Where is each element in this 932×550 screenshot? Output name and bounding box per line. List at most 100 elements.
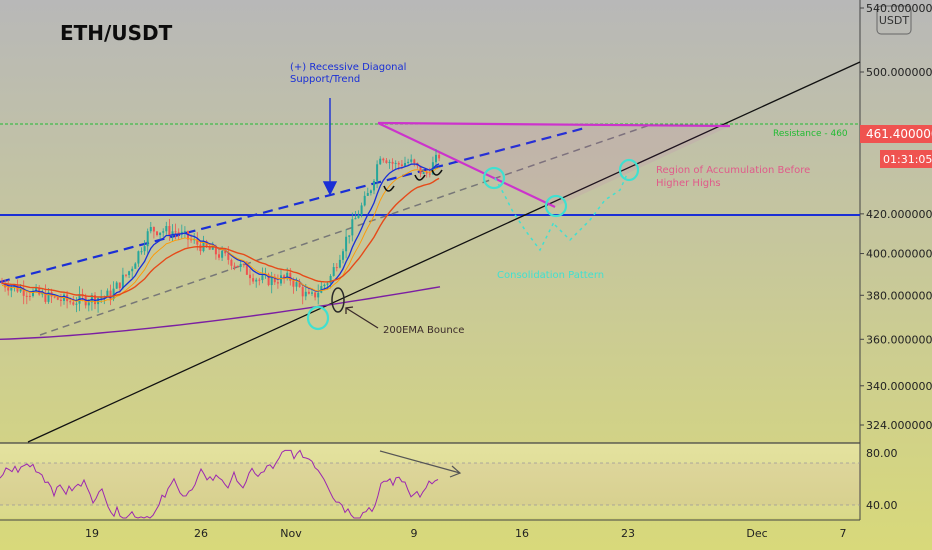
triangle-touch-circle-2 (544, 194, 568, 218)
svg-text:461.4000000: 461.4000000 (866, 127, 932, 141)
candle-body (109, 290, 112, 300)
candle-body (419, 165, 422, 174)
candle-body (7, 287, 10, 291)
candle-body (218, 254, 220, 258)
price-tick-label: 420.0000000 (866, 208, 932, 221)
candle-body (174, 231, 177, 233)
candle-body (298, 282, 301, 288)
candle-body (69, 301, 72, 303)
price-tick-label: 324.0000000 (866, 419, 932, 432)
candle-body (183, 231, 186, 233)
candle-body (391, 161, 394, 164)
candle-body (379, 158, 382, 165)
candle-body (258, 279, 261, 281)
candle-body (255, 279, 258, 282)
price-axis[interactable]: 540.0000000 500.0000000 420.0000000 400.000… (860, 2, 932, 432)
candle-body (131, 268, 134, 272)
candle-body (363, 195, 366, 206)
candle-body (230, 259, 233, 266)
candle-body (121, 274, 124, 289)
candle-body (286, 272, 289, 278)
last-price-tag[interactable]: 461.4000000 01:31:05 (860, 125, 932, 168)
candle-body (345, 236, 348, 252)
candle-body (438, 154, 441, 159)
time-tick-label: 7 (840, 527, 847, 540)
triangle-lower-edge (377, 122, 556, 208)
candle-body (338, 259, 341, 268)
candle-body (44, 292, 47, 302)
candle-body (422, 172, 425, 174)
rsi-path (0, 449, 439, 519)
candle-body (404, 162, 406, 166)
candle-body (382, 158, 385, 161)
ema-200-line (0, 286, 441, 340)
ema-bounce-label: 200EMA Bounce (383, 325, 464, 336)
candle-body (128, 271, 131, 276)
candle-body (335, 267, 338, 269)
candle-body (342, 251, 344, 260)
candle-body (357, 215, 360, 219)
candle-body (329, 275, 332, 284)
triangle-upper-edge (377, 121, 731, 128)
time-tick-label: Dec (746, 527, 767, 540)
candle-body (19, 288, 22, 292)
candle-body (75, 303, 78, 305)
candle-body (273, 276, 276, 283)
candle-body (435, 154, 437, 163)
candle-body (252, 278, 255, 282)
recessive-diagonal-arrow (322, 98, 338, 196)
candle-body (28, 295, 31, 297)
rsi-axis: 80.00 40.00 (866, 447, 898, 512)
candle-body (360, 205, 363, 216)
candle-body (159, 232, 162, 236)
currency-badge[interactable]: USDT (876, 5, 912, 35)
candle-body (168, 225, 171, 236)
candle-body (317, 292, 320, 298)
time-axis[interactable]: 19 26 Nov 9 16 23 Dec 7 (85, 527, 847, 540)
time-tick-label: 23 (621, 527, 635, 540)
candle-body (397, 162, 400, 165)
candle-body (307, 291, 310, 294)
candle-body (311, 292, 313, 294)
ema-bounce-circle (306, 305, 330, 331)
candle-body (332, 267, 335, 276)
candle-body (134, 263, 137, 269)
candle-body (211, 245, 214, 250)
candle-body (118, 282, 121, 289)
candle-body (314, 292, 317, 298)
time-tick-label: Nov (280, 527, 302, 540)
candle-body (177, 232, 180, 235)
candle-body (165, 225, 168, 232)
candle-body (1, 282, 3, 284)
time-tick-label: 26 (194, 527, 208, 540)
candle-body (106, 290, 109, 297)
candle-body (47, 292, 50, 302)
candle-body (292, 280, 295, 287)
candle-body (236, 265, 239, 267)
candle-body (394, 162, 397, 164)
scenario-label: Consolidation Pattern (497, 270, 604, 281)
recessive-diagonal-line (0, 126, 586, 284)
candle-body (214, 245, 217, 255)
accumulation-triangle (378, 123, 730, 207)
resistance-460-label: Resistance - 460 (773, 129, 848, 139)
chart-title: ETH/USDT (60, 21, 173, 45)
ema-short-line (1, 167, 440, 303)
candle-body (72, 302, 75, 305)
rsi-line (0, 449, 439, 519)
candle-body (280, 275, 282, 284)
candle-body (25, 295, 28, 297)
price-tick-label: 400.0000000 (866, 248, 932, 261)
candle-body (190, 239, 193, 241)
candle-body (187, 231, 189, 240)
candle-body (227, 253, 230, 260)
accumulation-label-2: Higher Highs (656, 178, 721, 189)
candle-body (115, 282, 118, 289)
time-tick-label: 9 (411, 527, 418, 540)
ema-200-touch-circle (331, 287, 345, 313)
candle-body (97, 297, 100, 305)
candle-body (249, 274, 251, 279)
candle-body (410, 159, 413, 162)
candle-body (35, 287, 38, 291)
